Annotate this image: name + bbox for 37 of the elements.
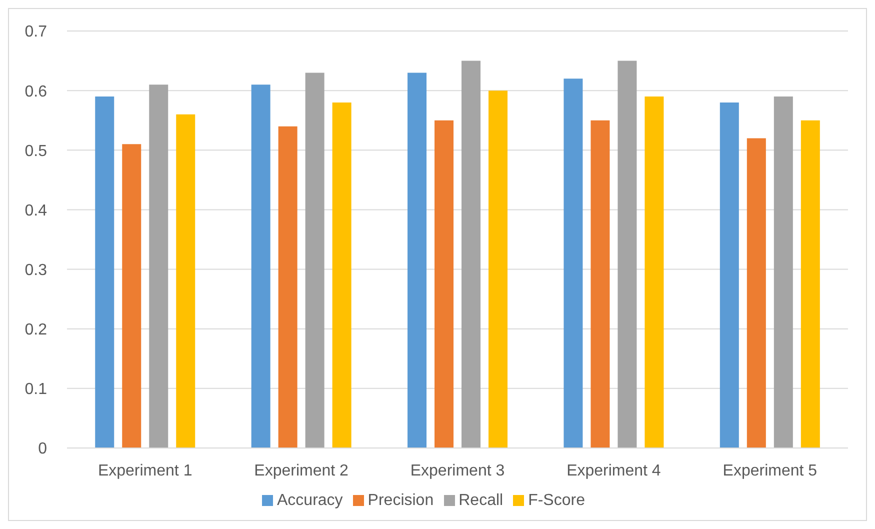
legend-label: Precision <box>368 492 434 509</box>
bar <box>462 60 481 448</box>
y-tick-label: 0.7 <box>24 24 48 41</box>
bar <box>720 102 739 448</box>
x-tick-label: Experiment 2 <box>254 462 349 480</box>
bar <box>488 90 508 448</box>
x-tick-label: Experiment 3 <box>410 462 505 480</box>
legend-label: Recall <box>458 492 504 509</box>
bar <box>278 126 298 448</box>
bar <box>122 144 142 448</box>
y-tick-label: 0.1 <box>24 381 48 398</box>
y-tick-label: 0 <box>38 440 48 458</box>
bar <box>408 72 427 448</box>
bar <box>774 96 793 448</box>
y-tick-label: 0.3 <box>24 262 48 279</box>
bar <box>746 138 766 448</box>
bar <box>149 84 168 448</box>
bar <box>251 84 270 448</box>
bar <box>590 120 610 448</box>
bar <box>800 120 820 448</box>
bar <box>434 120 454 448</box>
x-tick-label: Experiment 5 <box>722 462 818 480</box>
bar <box>332 102 352 448</box>
x-tick-label: Experiment 1 <box>98 462 192 480</box>
bar <box>176 114 196 448</box>
y-tick-label: 0.2 <box>24 322 48 339</box>
x-tick-label: Experiment 4 <box>566 462 661 480</box>
bar <box>95 96 114 448</box>
y-tick-label: 0.6 <box>24 83 48 100</box>
bar <box>564 78 583 448</box>
y-tick-label: 0.5 <box>24 142 48 160</box>
bar <box>305 72 324 448</box>
bar <box>644 96 664 448</box>
bar <box>618 60 637 448</box>
legend-label: Accuracy <box>277 492 343 509</box>
legend-label: F-Score <box>528 492 585 509</box>
y-tick-label: 0.4 <box>24 202 48 220</box>
